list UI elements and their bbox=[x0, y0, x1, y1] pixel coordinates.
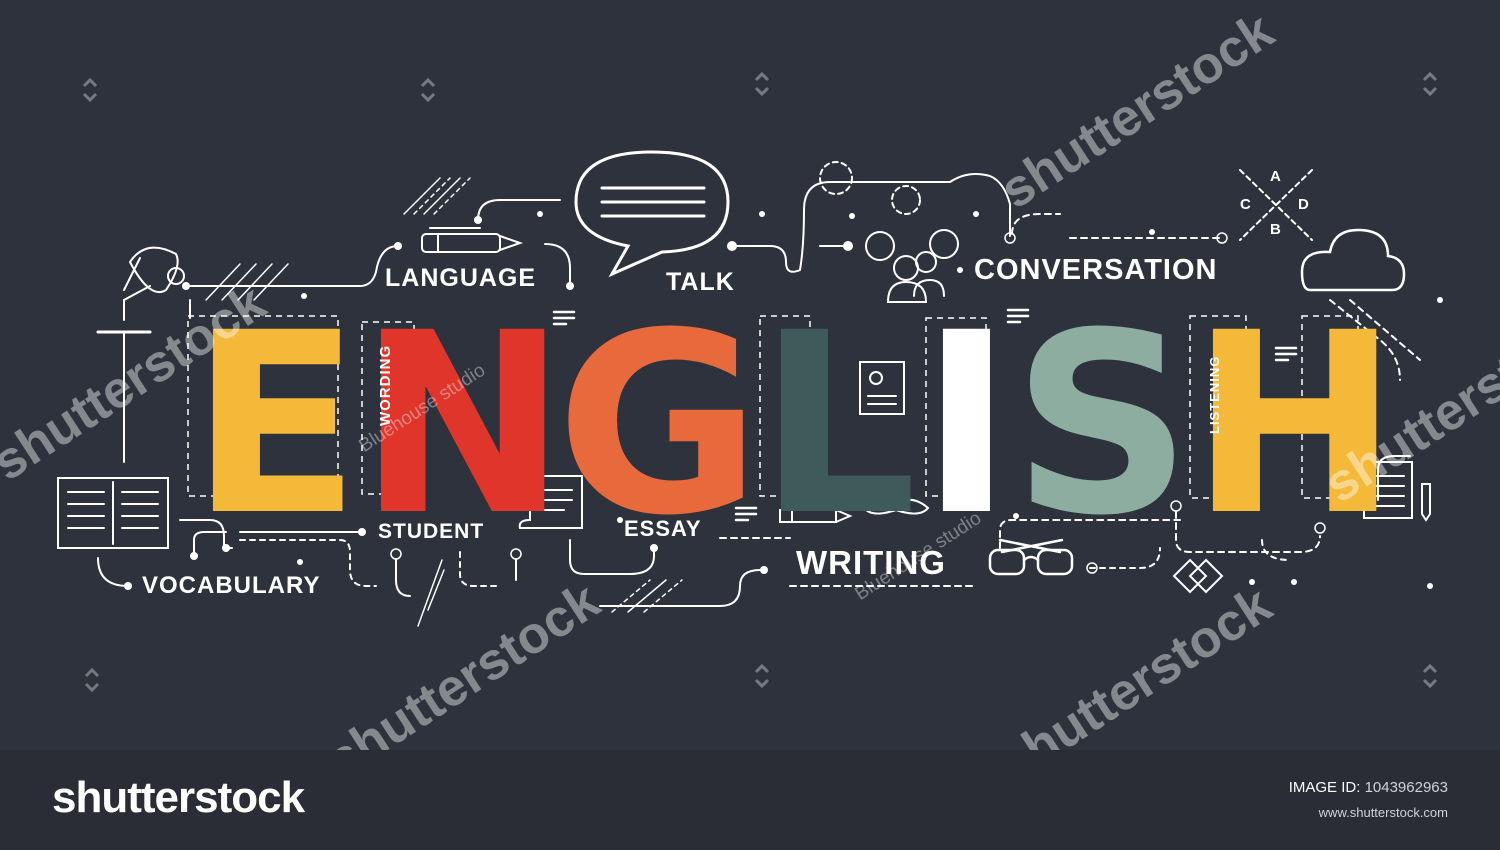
title-letter-l: L bbox=[758, 279, 918, 570]
diamond-icon bbox=[1172, 558, 1224, 594]
quiz-option-a: A bbox=[1270, 168, 1281, 185]
keyword-student: STUDENT bbox=[378, 520, 485, 543]
keyword-talk: TALK bbox=[666, 268, 735, 296]
keyword-language: LANGUAGE bbox=[385, 264, 537, 292]
connector-line bbox=[599, 569, 761, 607]
quiz-cross-icon bbox=[1239, 169, 1313, 241]
english-illustration: E N G L I S H LANGUAGE TALK CONVERSATION… bbox=[0, 0, 1500, 794]
connector-line bbox=[999, 519, 1181, 549]
connector-line bbox=[569, 539, 655, 575]
text-lines-icon bbox=[552, 308, 1298, 522]
title-letter-g: G bbox=[556, 279, 762, 570]
keyword-essay: ESSAY bbox=[624, 516, 702, 541]
connector-line bbox=[1261, 539, 1291, 561]
image-id-value: 1043962963 bbox=[1364, 779, 1448, 796]
connector-line bbox=[544, 243, 571, 283]
keyword-listening: LISTENING bbox=[1207, 355, 1222, 434]
connector-line bbox=[239, 539, 377, 587]
pencil-icon bbox=[779, 509, 853, 523]
connector-line bbox=[459, 551, 501, 587]
title-letter-e: E bbox=[190, 279, 361, 570]
keyword-wording: WORDING bbox=[377, 344, 394, 426]
connector-line bbox=[193, 531, 227, 557]
connector-line bbox=[185, 245, 399, 287]
hatch-lines bbox=[205, 177, 683, 627]
connector-line bbox=[97, 557, 129, 587]
connector-line bbox=[395, 559, 411, 597]
quiz-option-d: D bbox=[1298, 196, 1309, 213]
book-icon bbox=[57, 477, 169, 549]
title-letter-s: S bbox=[1012, 279, 1193, 570]
connector-line bbox=[1329, 299, 1401, 381]
connector-line bbox=[1089, 547, 1161, 569]
connector-line bbox=[1011, 213, 1061, 235]
watermark-icons bbox=[82, 71, 1438, 693]
footer-bar bbox=[0, 750, 1500, 850]
connector-line bbox=[1175, 511, 1321, 553]
title-letter-i: I bbox=[920, 279, 1014, 570]
notepad-icon bbox=[1363, 461, 1431, 522]
connector-line bbox=[179, 519, 233, 549]
quiz-option-b: B bbox=[1270, 221, 1281, 238]
title-letter-n: N bbox=[358, 279, 568, 570]
line-art-layer bbox=[57, 71, 1443, 693]
keyword-writing: WRITING bbox=[796, 544, 946, 581]
connector-line bbox=[731, 173, 1011, 273]
desk-lamp-icon bbox=[96, 246, 185, 463]
cloud-icon bbox=[1300, 228, 1406, 292]
letter-outline-frames bbox=[187, 315, 1359, 499]
image-id: IMAGE ID: 1043962963 bbox=[1289, 780, 1448, 795]
title-letter-h: H bbox=[1190, 279, 1400, 570]
image-id-label: IMAGE ID: bbox=[1288, 779, 1361, 796]
keyword-vocabulary: VOCABULARY bbox=[142, 572, 321, 599]
site-url[interactable]: www.shutterstock.com bbox=[1318, 805, 1448, 820]
mustache-icon bbox=[862, 498, 930, 515]
connector-line bbox=[1377, 455, 1411, 501]
keyword-conversation: CONVERSATION bbox=[974, 254, 1218, 286]
speech-bubble-icon bbox=[574, 150, 730, 278]
shutterstock-logo[interactable]: shutterstock bbox=[52, 773, 305, 822]
certificate-icon bbox=[859, 361, 905, 415]
glasses-icon bbox=[988, 538, 1074, 576]
pen-icon bbox=[421, 227, 524, 253]
quiz-option-c: C bbox=[1240, 196, 1251, 213]
scroll-icon bbox=[518, 475, 583, 529]
solid-dots bbox=[124, 211, 1443, 590]
people-icon bbox=[819, 161, 959, 303]
connector-line bbox=[1349, 299, 1421, 361]
connector-line bbox=[477, 199, 561, 221]
dot-markers bbox=[390, 232, 1326, 574]
